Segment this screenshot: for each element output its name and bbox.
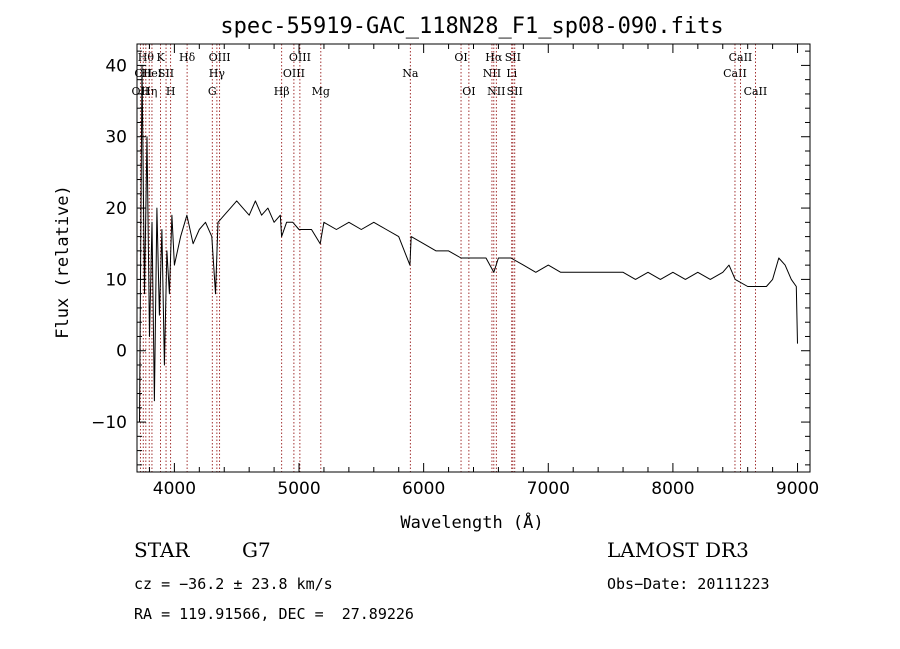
spectral-line-label: G — [208, 85, 217, 98]
spectral-line-label: Hη — [141, 85, 157, 98]
x-tick-label: 6000 — [402, 479, 445, 499]
x-axis-label: Wavelength (Å) — [400, 511, 543, 533]
spectral-line-label: OIII — [283, 67, 305, 80]
spectral-line-label: OIII — [289, 51, 311, 64]
spectral-line-label: SII — [158, 67, 174, 80]
y-axis-label: Flux (relative) — [53, 185, 73, 339]
spectral-line-label: Hβ — [274, 85, 290, 98]
spectrum-line — [139, 64, 798, 423]
x-tick-label: 8000 — [651, 479, 694, 499]
obs-date: Obs−Date: 20111223 — [607, 575, 770, 593]
spectral-line-label: CaII — [723, 67, 747, 80]
object-subclass: G7 — [242, 538, 271, 562]
redshift-info: cz = −36.2 ± 23.8 km/s — [134, 575, 333, 593]
spectral-line-label: K — [156, 51, 165, 64]
spectral-line-label: Hγ — [209, 67, 226, 80]
y-tick-label: −10 — [91, 413, 127, 433]
y-tick-label: 20 — [105, 199, 127, 219]
y-tick-label: 40 — [105, 56, 127, 76]
spectral-line-label: Na — [402, 67, 419, 80]
spectral-line-label: OII — [132, 85, 150, 98]
y-tick-label: 30 — [105, 128, 127, 148]
object-class: STAR — [134, 538, 190, 562]
spectral-line-label: OIII — [209, 51, 231, 64]
chart-title: spec-55919-GAC_118N28_F1_sp08-090.fits — [220, 14, 723, 39]
spectral-line-label: NII — [483, 67, 501, 80]
spectral-line-markers: OII OII Hθ Hη HeI K SII H Hδ G Hγ OIII Hβ OIII OIII Mg N… — [132, 44, 768, 472]
spectral-line-label: Hα — [485, 51, 503, 64]
y-tick-label: 10 — [105, 270, 127, 290]
y-tick-label: 0 — [116, 342, 127, 362]
spectral-line-label: HeI — [142, 67, 162, 80]
axis-ticks: 4000 5000 6000 7000 8000 9000 −10 0 10 20 30 40 — [91, 44, 819, 499]
spectral-line-label: CaII — [729, 51, 753, 64]
spectral-line-label: Hδ — [179, 51, 196, 64]
spectrum-series — [139, 64, 798, 423]
spectral-line-label: SII — [507, 85, 523, 98]
spectral-line-label: H — [166, 85, 176, 98]
x-tick-label: 4000 — [153, 479, 196, 499]
spectral-line-label: SII — [505, 51, 521, 64]
x-tick-label: 9000 — [776, 479, 819, 499]
spectral-line-label: Mg — [312, 85, 330, 98]
coordinates: RA = 119.91566, DEC = 27.89226 — [134, 605, 414, 623]
spectral-line-label: Hθ — [138, 51, 155, 64]
spectral-line-label: OI — [462, 85, 475, 98]
spectral-line-label: Li — [506, 67, 517, 80]
spectral-line-label: OI — [454, 51, 467, 64]
x-tick-label: 5000 — [277, 479, 320, 499]
spectral-line-label: CaII — [744, 85, 768, 98]
spectral-line-label: OII — [134, 67, 152, 80]
x-tick-label: 7000 — [527, 479, 570, 499]
spectral-line-label: NII — [487, 85, 505, 98]
survey-name: LAMOST DR3 — [607, 538, 749, 562]
